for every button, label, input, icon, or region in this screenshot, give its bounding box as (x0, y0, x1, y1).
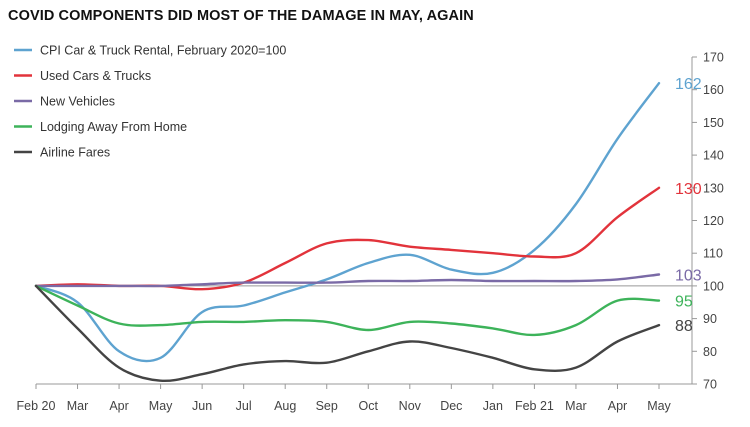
series-line (34, 186, 661, 291)
y-tick-label: 110 (703, 247, 723, 261)
x-tick-label: Mar (67, 399, 89, 413)
end-labels-group: 162 130 103 95 88 (675, 76, 702, 335)
chart-title: COVID COMPONENTS DID MOST OF THE DAMAGE … (8, 8, 474, 24)
series-line (34, 284, 661, 337)
x-tick-label: Dec (440, 399, 462, 413)
x-tick-label: Jan (483, 399, 503, 413)
y-tick-label: 80 (703, 345, 717, 359)
series-line (34, 273, 661, 288)
series-end-label: 88 (675, 318, 693, 335)
axes-group: Feb 20 Mar Apr May Jun Jul Aug Sep Oct Nov Dec Jan F… (17, 51, 724, 414)
legend: CPI Car & Truck Rental, February 2020=10… (14, 44, 286, 160)
series-line (34, 82, 661, 363)
legend-label: Used Cars & Trucks (40, 69, 151, 83)
legend-label: CPI Car & Truck Rental, February 2020=10… (40, 44, 286, 58)
x-tick-label: Oct (359, 399, 379, 413)
y-tick-label: 170 (703, 51, 724, 65)
y-tick-label: 100 (703, 279, 724, 293)
legend-label: Airline Fares (40, 146, 110, 160)
series-lines-group (34, 82, 661, 383)
y-tick-label: 160 (703, 83, 724, 97)
x-tick-label: Nov (399, 399, 422, 413)
series-end-label: 162 (675, 76, 702, 93)
y-tick-label: 140 (703, 149, 724, 163)
x-tick-label: May (647, 399, 671, 413)
y-tick-label: 70 (703, 378, 717, 392)
y-tick-label: 120 (703, 214, 724, 228)
x-tick-label: Feb 21 (515, 399, 554, 413)
x-tick-label: Apr (109, 399, 128, 413)
series-end-label: 130 (675, 181, 702, 198)
x-tick-label: Aug (274, 399, 296, 413)
y-tick-label: 90 (703, 312, 717, 326)
x-tick-label: Apr (608, 399, 627, 413)
y-tick-label: 130 (703, 181, 724, 195)
x-tick-label: Feb 20 (17, 399, 56, 413)
x-tick-label: Mar (565, 399, 587, 413)
x-tick-label: Sep (316, 399, 338, 413)
y-tick-label: 150 (703, 116, 724, 130)
legend-label: New Vehicles (40, 95, 115, 109)
x-tick-label: Jun (192, 399, 212, 413)
series-end-label: 95 (675, 294, 693, 311)
x-tick-label: Jul (236, 399, 252, 413)
series-end-label: 103 (675, 267, 702, 284)
legend-label: Lodging Away From Home (40, 120, 187, 134)
series-line (34, 284, 661, 383)
x-tick-label: May (149, 399, 173, 413)
